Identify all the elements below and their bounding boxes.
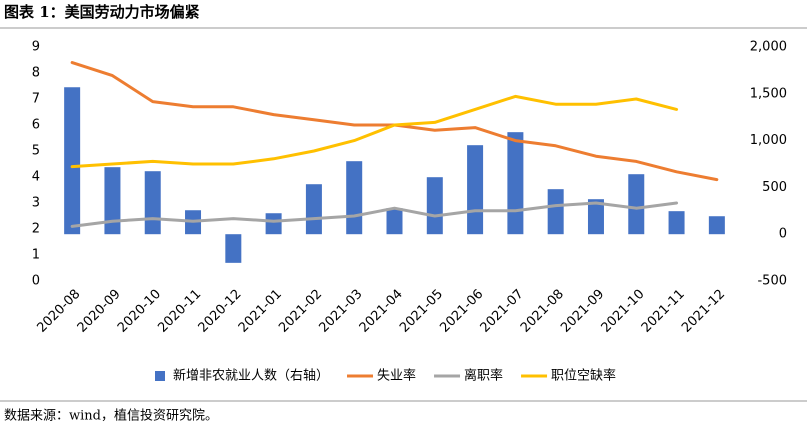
legend-label: 离职率	[464, 368, 503, 384]
legend-label: 新增非农就业人数（右轴）	[173, 368, 329, 384]
x-tick-label: 2021-10	[599, 287, 648, 336]
x-tick-label: 2020-10	[115, 287, 164, 336]
y2-tick-label: 1,000	[750, 133, 787, 148]
x-tick-label: 2021-09	[558, 287, 607, 336]
x-tick-label: 2021-12	[679, 287, 728, 336]
y-tick-label: 9	[32, 40, 40, 55]
bar	[628, 174, 645, 235]
y2-tick-label: 1,500	[750, 86, 787, 101]
x-tick-label: 2021-08	[518, 287, 567, 336]
legend-label: 职位空缺率	[551, 368, 616, 384]
y-tick-label: 7	[32, 92, 40, 107]
x-tick-label: 2021-05	[397, 287, 446, 336]
x-tick-label: 2021-11	[639, 287, 688, 336]
x-tick-label: 2021-03	[316, 287, 365, 336]
bar	[225, 234, 242, 263]
bar	[64, 87, 81, 235]
y-tick-label: 8	[32, 66, 40, 81]
line	[70, 94, 679, 169]
x-tick-label: 2021-01	[236, 287, 285, 336]
y-tick-label: 3	[32, 196, 40, 211]
x-tick-label: 2020-09	[75, 287, 124, 336]
y2-tick-label: 2,000	[750, 40, 787, 55]
bar	[346, 161, 363, 235]
y2-tick-label: -500	[757, 274, 787, 289]
y2-tick-label: 500	[762, 180, 787, 195]
y-tick-label: 1	[32, 248, 40, 263]
chart-title: 图表 1：美国劳动力市场偏紧	[4, 3, 200, 21]
y-tick-label: 5	[32, 144, 40, 159]
y-tick-label: 6	[32, 118, 40, 133]
bar	[587, 199, 604, 235]
bar	[467, 145, 484, 235]
x-tick-label: 2021-02	[276, 287, 325, 336]
bar	[507, 132, 524, 235]
bar	[708, 216, 725, 235]
bar	[305, 184, 322, 235]
x-tick-label: 2020-12	[196, 287, 245, 336]
bar	[386, 208, 403, 235]
bar	[426, 177, 443, 235]
y-tick-label: 4	[32, 170, 40, 185]
bar	[668, 211, 685, 235]
legend-label: 失业率	[377, 368, 416, 384]
source: 数据来源：wind，植信投资研究院。	[4, 408, 218, 424]
x-tick-label: 2021-07	[478, 287, 527, 336]
legend-swatch	[155, 371, 165, 381]
y-tick-label: 2	[32, 222, 40, 237]
bar	[265, 213, 282, 235]
line	[70, 201, 679, 228]
y-tick-label: 0	[32, 274, 40, 289]
x-tick-label: 2021-04	[357, 287, 406, 336]
x-tick-label: 2021-06	[437, 287, 486, 336]
x-tick-label: 2020-11	[155, 287, 204, 336]
bar	[144, 171, 161, 235]
y2-tick-label: 0	[779, 227, 787, 242]
x-tick-label: 2020-08	[34, 287, 83, 336]
bar	[547, 189, 564, 235]
bar	[104, 167, 121, 235]
